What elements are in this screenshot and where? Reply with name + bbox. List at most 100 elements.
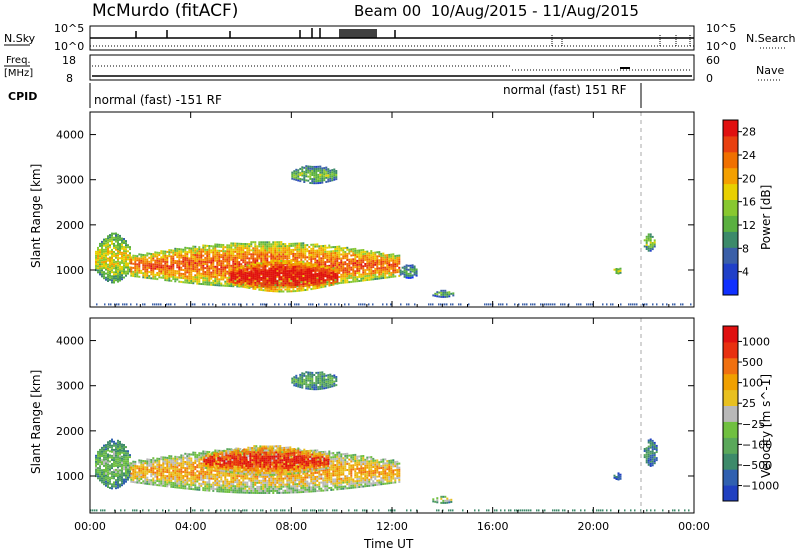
power-echo-cell: [329, 173, 332, 176]
power-echo-cell: [296, 254, 299, 257]
power-echo-cell: [282, 278, 285, 281]
power-echo-cell: [212, 283, 215, 286]
power-echo-cell: [411, 276, 414, 279]
power-echo-cell: [236, 276, 239, 279]
velocity-echo-cell: [144, 470, 147, 473]
velocity-echo-cell: [230, 476, 233, 479]
power-echo-cell: [136, 271, 139, 274]
power-echo-cell: [282, 253, 285, 256]
power-echo-cell: [210, 245, 213, 248]
velocity-echo-cell: [144, 474, 147, 477]
power-echo-cell: [250, 249, 253, 252]
velocity-echo-cell: [188, 485, 191, 488]
power-echo-cell: [190, 277, 193, 280]
power-echo-cell: [117, 280, 119, 283]
power-colorbar-frame: [722, 119, 739, 296]
power-echo-cell: [180, 276, 183, 279]
power-near-range-cell: [228, 303, 230, 306]
velocity-echo-cell: [115, 473, 117, 475]
velocity-echo-cell: [250, 483, 253, 486]
velocity-echo-cell: [168, 473, 171, 476]
power-near-range-cell: [460, 303, 462, 306]
velocity-echo-cell: [178, 480, 181, 483]
power-echo-cell: [202, 262, 205, 265]
power-echo-cell: [388, 260, 391, 262]
power-echo-cell: [160, 256, 163, 259]
power-echo-cell: [272, 288, 275, 291]
power-echo-cell: [230, 258, 233, 261]
power-echo-cell: [308, 264, 311, 266]
velocity-echo-cell: [216, 482, 219, 485]
velocity-echo-cell: [138, 461, 141, 464]
power-echo-cell: [202, 279, 205, 282]
power-echo-cell: [306, 286, 309, 289]
power-echo-cell: [148, 271, 151, 273]
power-echo-cell: [376, 275, 379, 278]
power-echo-cell: [238, 277, 241, 280]
power-echo-cell: [320, 284, 323, 287]
power-echo-cell: [364, 263, 367, 265]
power-echo-cell: [290, 244, 293, 247]
power-echo-cell: [396, 258, 399, 261]
velocity-echo-cell: [208, 481, 211, 484]
velocity-echo-cell: [107, 473, 109, 476]
power-echo-cell: [316, 282, 319, 285]
power-echo-cell: [115, 248, 117, 251]
power-echo-cell: [234, 246, 237, 249]
power-echo-cell: [208, 279, 211, 282]
velocity-echo-cell: [117, 482, 119, 485]
power-near-range-cell: [602, 303, 604, 306]
power-echo-cell: [390, 257, 393, 260]
power-echo-cell: [292, 250, 295, 253]
power-echo-cell: [190, 251, 193, 254]
velocity-echo-cell: [172, 457, 175, 460]
power-echo-cell: [248, 247, 251, 250]
velocity-echo-cell: [186, 457, 189, 460]
power-echo-cell: [130, 272, 133, 275]
power-echo-cell: [290, 251, 293, 253]
power-echo-cell: [322, 265, 325, 268]
power-echo-cell: [238, 284, 241, 287]
power-echo-cell: [142, 254, 145, 256]
velocity-echo-cell: [156, 459, 159, 462]
velocity-echo-cell: [105, 480, 107, 483]
power-echo-cell: [306, 284, 309, 287]
power-echo-cell: [115, 252, 117, 255]
velocity-echo-cell: [168, 459, 171, 462]
power-echo-cell: [346, 281, 349, 284]
power-echo-cell: [374, 251, 377, 254]
power-echo-cell: [322, 281, 325, 284]
power-echo-cell: [290, 276, 293, 279]
velocity-echo-cell: [123, 454, 125, 457]
power-echo-cell: [348, 266, 351, 269]
power-echo-cell: [354, 272, 357, 275]
velocity-echo-cell: [208, 489, 211, 492]
velocity-echo-cell: [127, 474, 129, 477]
power-echo-cell: [200, 258, 203, 261]
power-echo-cell: [292, 271, 295, 274]
power-echo-cell: [358, 271, 361, 274]
power-echo-cell: [186, 269, 189, 272]
power-near-range-cell: [118, 303, 120, 306]
velocity-echo-cell: [236, 475, 239, 478]
power-echo-cell: [413, 265, 416, 268]
power-echo-cell: [366, 258, 369, 261]
power-echo-cell: [442, 291, 445, 294]
power-echo-cell: [101, 263, 103, 266]
power-echo-cell: [302, 271, 305, 273]
velocity-echo-cell: [130, 478, 133, 481]
velocity-echo-cell: [170, 475, 173, 478]
power-echo-cell: [140, 269, 143, 272]
power-echo-cell: [413, 267, 416, 270]
velocity-echo-cell: [198, 464, 201, 467]
power-echo-cell: [190, 259, 193, 262]
power-echo-cell: [144, 262, 147, 265]
velocity-echo-cell: [111, 485, 113, 488]
velocity-echo-cell: [204, 450, 207, 453]
power-echo-cell: [317, 167, 320, 170]
power-echo-cell: [272, 253, 275, 256]
velocity-echo-cell: [188, 479, 191, 482]
power-echo-cell: [206, 277, 209, 280]
power-echo-cell: [107, 247, 109, 250]
velocity-echo-cell: [152, 461, 155, 464]
